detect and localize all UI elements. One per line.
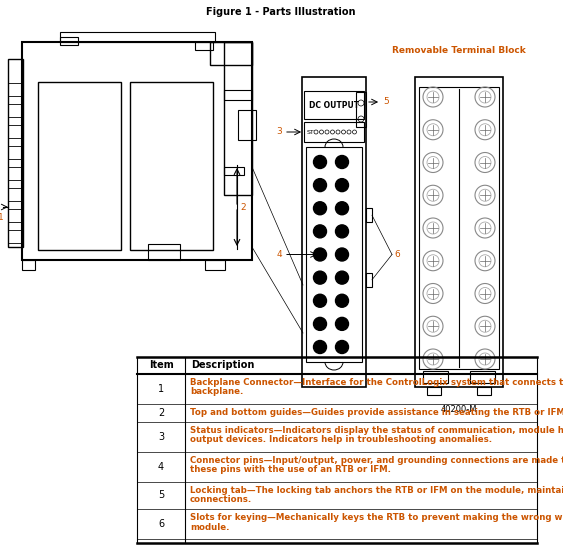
Circle shape (336, 202, 348, 215)
Text: output devices. Indicators help in troubleshooting anomalies.: output devices. Indicators help in troub… (190, 436, 492, 445)
Bar (224, 42, 252, 195)
Bar (60, 37, 78, 45)
Bar (224, 167, 244, 175)
Bar (427, 387, 441, 395)
Bar (210, 42, 252, 65)
Bar (304, 122, 364, 142)
Text: ST: ST (307, 129, 315, 134)
Bar (8, 167, 23, 180)
Bar (148, 244, 180, 260)
Circle shape (314, 225, 327, 238)
Bar (8, 59, 23, 247)
Text: 2: 2 (158, 408, 164, 418)
Circle shape (314, 248, 327, 261)
Text: 1: 1 (0, 213, 4, 222)
Bar (356, 92, 366, 127)
Circle shape (314, 202, 327, 215)
Bar (304, 91, 364, 119)
Circle shape (314, 341, 327, 354)
Text: Connector pins—Input/output, power, and grounding connections are made to the mo: Connector pins—Input/output, power, and … (190, 456, 563, 465)
Bar (130, 82, 213, 250)
Bar (366, 273, 372, 287)
Text: Removable Terminal Block: Removable Terminal Block (392, 46, 526, 55)
Text: module.: module. (190, 522, 230, 532)
Text: Slots for keying—Mechanically keys the RTB to prevent making the wrong wire conn: Slots for keying—Mechanically keys the R… (190, 513, 563, 522)
Bar (366, 208, 372, 222)
Bar (423, 371, 448, 383)
Bar (8, 146, 23, 159)
Text: 6: 6 (158, 519, 164, 529)
Bar (477, 387, 491, 395)
Text: 40200-M: 40200-M (441, 405, 477, 414)
Text: Figure 1 - Parts Illustration: Figure 1 - Parts Illustration (206, 7, 356, 17)
Text: 1: 1 (158, 384, 164, 394)
Bar (415, 77, 503, 387)
Bar (8, 230, 23, 243)
Bar (238, 110, 256, 140)
Bar (419, 87, 499, 369)
Circle shape (336, 294, 348, 307)
Bar (60, 32, 215, 42)
Circle shape (314, 271, 327, 284)
Bar (8, 209, 23, 222)
Circle shape (314, 317, 327, 330)
Bar (224, 90, 252, 100)
Circle shape (314, 155, 327, 169)
Text: 6: 6 (394, 250, 400, 259)
Circle shape (336, 271, 348, 284)
Text: these pins with the use of an RTB or IFM.: these pins with the use of an RTB or IFM… (190, 466, 391, 475)
Bar (8, 125, 23, 138)
Circle shape (314, 294, 327, 307)
Bar (195, 42, 213, 50)
Circle shape (336, 179, 348, 191)
Text: backplane.: backplane. (190, 387, 243, 396)
Text: DC OUTPUT: DC OUTPUT (309, 100, 359, 109)
Text: 5: 5 (383, 98, 388, 107)
Bar (8, 104, 23, 117)
Bar (22, 42, 252, 260)
Text: Backplane Connector—Interface for the ControlLogix system that connects the modu: Backplane Connector—Interface for the Co… (190, 378, 563, 387)
Circle shape (336, 155, 348, 169)
Text: connections.: connections. (190, 496, 252, 504)
Text: Top and bottom guides—Guides provide assistance in seating the RTB or IFM onto t: Top and bottom guides—Guides provide ass… (190, 408, 563, 417)
Circle shape (314, 179, 327, 191)
Text: 3: 3 (276, 128, 282, 137)
Bar (8, 188, 23, 201)
Circle shape (336, 341, 348, 354)
Text: Description: Description (191, 361, 254, 371)
Circle shape (336, 317, 348, 330)
Text: 3: 3 (158, 432, 164, 442)
Bar (302, 77, 366, 387)
Bar (8, 83, 23, 96)
Bar (470, 371, 495, 383)
Text: Status indicators—Indicators display the status of communication, module health,: Status indicators—Indicators display the… (190, 426, 563, 435)
Text: 4: 4 (276, 250, 282, 259)
Text: 2: 2 (240, 203, 245, 211)
Bar (306, 147, 362, 362)
Bar (38, 82, 121, 250)
Circle shape (336, 248, 348, 261)
Text: 5: 5 (158, 491, 164, 501)
Text: 4: 4 (158, 462, 164, 472)
Circle shape (336, 225, 348, 238)
Text: Item: Item (149, 361, 173, 371)
Text: Locking tab—The locking tab anchors the RTB or IFM on the module, maintaining wi: Locking tab—The locking tab anchors the … (190, 486, 563, 495)
